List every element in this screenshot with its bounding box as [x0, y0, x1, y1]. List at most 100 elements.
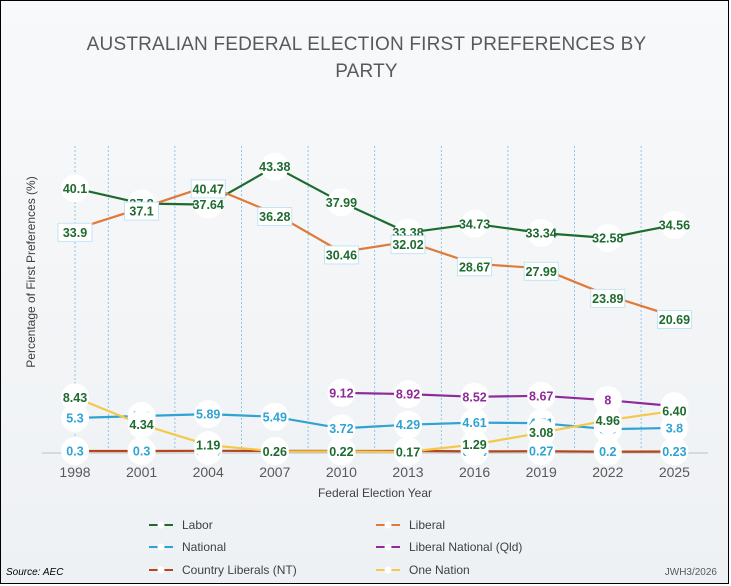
data-label-bubble [527, 381, 556, 410]
data-label-box [657, 310, 692, 329]
data-label: 43.38 [259, 160, 290, 174]
x-tick-label: 2007 [259, 464, 290, 480]
data-label-bubble [593, 406, 622, 435]
series-line-1 [74, 184, 675, 318]
data-label: 0.17 [396, 445, 420, 459]
legend-swatch [149, 521, 173, 529]
x-tick-label: 2004 [193, 464, 224, 480]
data-label-bubble [61, 404, 89, 433]
x-tick-label: 2025 [659, 464, 690, 480]
data-label: 0.27 [529, 445, 553, 459]
data-label: 6.40 [662, 404, 686, 418]
data-label: 0.3 [66, 445, 83, 459]
data-label: 8.67 [529, 389, 553, 403]
legend-label: Country Liberals (NT) [182, 563, 297, 577]
data-label-box [57, 222, 93, 242]
data-label: 5.49 [263, 410, 287, 424]
legend-item: Liberal [375, 518, 445, 532]
data-label: 40.47 [193, 182, 224, 196]
data-label: 5.89 [196, 408, 220, 422]
y-axis-title: Percentage of First Preferences (%) [24, 176, 38, 367]
data-label: 0.22 [329, 445, 353, 459]
data-label-bubble [327, 437, 356, 466]
data-label-bubble [527, 218, 556, 247]
data-label-box [190, 179, 226, 199]
data-label-bubble [593, 223, 622, 252]
data-label: 37.1 [129, 205, 153, 219]
data-label: 3.8 [666, 421, 683, 435]
source-note: Source: AEC [6, 567, 64, 578]
series-line-2 [74, 413, 675, 431]
data-label: 37.64 [193, 198, 224, 212]
credit-note: JWH3/2026 [664, 567, 717, 578]
data-label-box [124, 201, 159, 221]
data-label: 20.69 [659, 313, 690, 327]
data-label: 37.99 [326, 196, 357, 210]
x-tick-label: 2010 [326, 464, 357, 480]
data-label-bubble [127, 437, 156, 466]
legend-swatch [149, 566, 173, 574]
data-label-bubble [660, 437, 689, 466]
data-label-bubble [260, 152, 289, 181]
data-label: 4.29 [396, 418, 420, 432]
legend-swatch [149, 543, 173, 551]
data-label: 1.29 [462, 438, 486, 452]
legend-label: Liberal National (Qld) [409, 540, 523, 554]
data-label-box [323, 245, 359, 265]
data-label-bubble [660, 210, 689, 239]
data-label-bubble [327, 414, 356, 443]
data-label-bubble [260, 402, 289, 431]
legend-label: One Nation [409, 563, 470, 577]
data-label-bubble [527, 418, 556, 447]
data-label: 4.34 [129, 418, 153, 432]
data-label-bubble [61, 437, 89, 466]
data-label-bubble [660, 396, 689, 425]
data-label: 23.89 [592, 292, 623, 306]
data-label-bubble [394, 380, 422, 409]
data-label-bubble [593, 437, 622, 466]
data-label: 33.34 [526, 226, 557, 240]
x-tick-label: 2022 [592, 464, 623, 480]
data-label-bubble [460, 430, 489, 459]
data-label-bubble [394, 410, 422, 439]
series-line-5 [74, 396, 675, 453]
x-tick-label: 2019 [526, 464, 557, 480]
data-label: 0.23 [662, 445, 686, 459]
data-label: 3.08 [529, 426, 553, 440]
x-tick-label: 2013 [392, 464, 423, 480]
legend-label: Liberal [409, 518, 446, 532]
data-label-bubble [327, 378, 356, 407]
data-label: 0.2 [599, 445, 616, 459]
data-label-bubble [327, 188, 356, 217]
data-label-box [523, 261, 559, 281]
data-label: 40.1 [63, 182, 87, 196]
data-label: 27.99 [526, 265, 557, 279]
data-label: 8.52 [462, 390, 486, 404]
data-label: 0.3 [133, 445, 150, 459]
x-tick-label: 2016 [459, 464, 490, 480]
legend-item: National [148, 540, 226, 554]
legend-item: Labor [148, 518, 213, 532]
data-label-box [390, 235, 426, 255]
series-line-0 [74, 165, 675, 240]
legend-swatch [376, 543, 400, 551]
x-tick-label: 1998 [59, 464, 90, 480]
data-label-box [457, 257, 493, 277]
data-label: 30.46 [326, 248, 357, 262]
data-label: 4.61 [462, 416, 486, 430]
data-label: 34.73 [459, 217, 490, 231]
data-label: 4.96 [596, 414, 620, 428]
data-label: 5.3 [66, 412, 83, 426]
data-label: 33.9 [63, 226, 87, 240]
data-label: 32.02 [392, 238, 423, 252]
data-label-bubble [460, 209, 489, 238]
x-axis-title: Federal Election Year [318, 486, 432, 500]
data-label-box [590, 288, 626, 308]
legend-swatch [376, 521, 400, 529]
data-label-bubble [460, 408, 489, 437]
data-label-bubble [61, 174, 89, 203]
data-label: 8.43 [63, 391, 87, 405]
data-label-bubble [394, 437, 422, 466]
legend-label: National [182, 540, 227, 554]
